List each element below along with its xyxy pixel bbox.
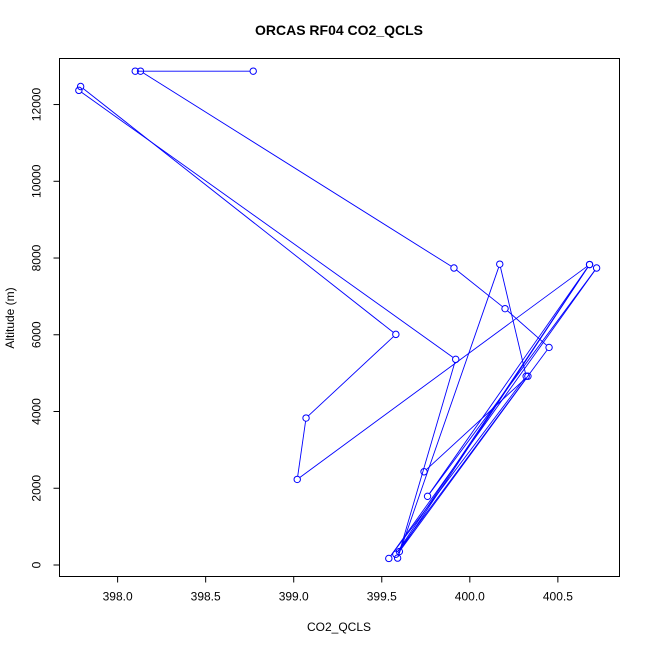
series-segment [429,266,589,494]
series-segment [507,310,547,346]
series-segment [81,91,454,358]
series-segment [456,269,503,308]
y-tick-label: 8000 [30,244,44,271]
series-segment [400,266,589,550]
data-point [545,343,553,352]
x-axis-label: CO2_QCLS [307,620,371,634]
data-point [75,86,83,95]
series-segment [82,88,394,333]
x-tick-label: 398.0 [103,590,133,604]
series-segment [142,72,452,267]
data-point [592,264,601,272]
series-segment [390,378,525,557]
y-axis-label: Altitude (m) [3,287,17,348]
chart-title: ORCAS RF04 CO2_QCLS [255,22,423,38]
data-point [76,82,85,91]
data-point [293,475,301,484]
data-point [302,414,310,422]
data-point [423,492,432,501]
y-tick-label: 10000 [30,164,44,198]
x-axis: 398.0 398.5 399.0 399.5 400.0 400.5 [103,576,573,604]
data-point [393,554,402,562]
series-segment [390,270,596,557]
data-point [136,67,145,75]
data-point [524,372,532,380]
series-segment [426,378,526,470]
data-point [392,330,400,339]
series-segment [398,362,456,556]
plot-frame [59,58,620,577]
y-tick-label: 2000 [30,475,44,502]
data-point [501,304,509,313]
x-tick-label: 399.0 [279,590,309,604]
data-point [450,264,458,272]
y-tick-label: 4000 [30,398,44,425]
series-segment [308,336,394,417]
data-point [131,67,139,75]
data-point [420,468,428,476]
data-point [249,67,257,75]
x-tick-label: 400.0 [455,590,485,604]
series-segment [400,378,527,550]
data-point [452,355,460,364]
y-tick-label: 6000 [30,321,44,348]
series-segment [297,421,307,477]
y-axis: 0 2000 4000 6000 8000 10000 12000 [30,88,60,568]
x-tick-label: 398.5 [191,590,221,604]
series-segment [398,267,500,556]
y-tick-label: 12000 [30,88,44,122]
data-point [496,260,504,268]
data-point [385,554,393,563]
x-tick-label: 400.5 [543,590,573,604]
data-point [395,547,404,556]
series-segment [299,266,588,478]
data-point [585,260,594,269]
x-tick-label: 399.5 [367,590,397,604]
series-segment [500,267,526,374]
y-tick-label: 0 [30,561,44,568]
series-co2-qcls [75,67,601,563]
